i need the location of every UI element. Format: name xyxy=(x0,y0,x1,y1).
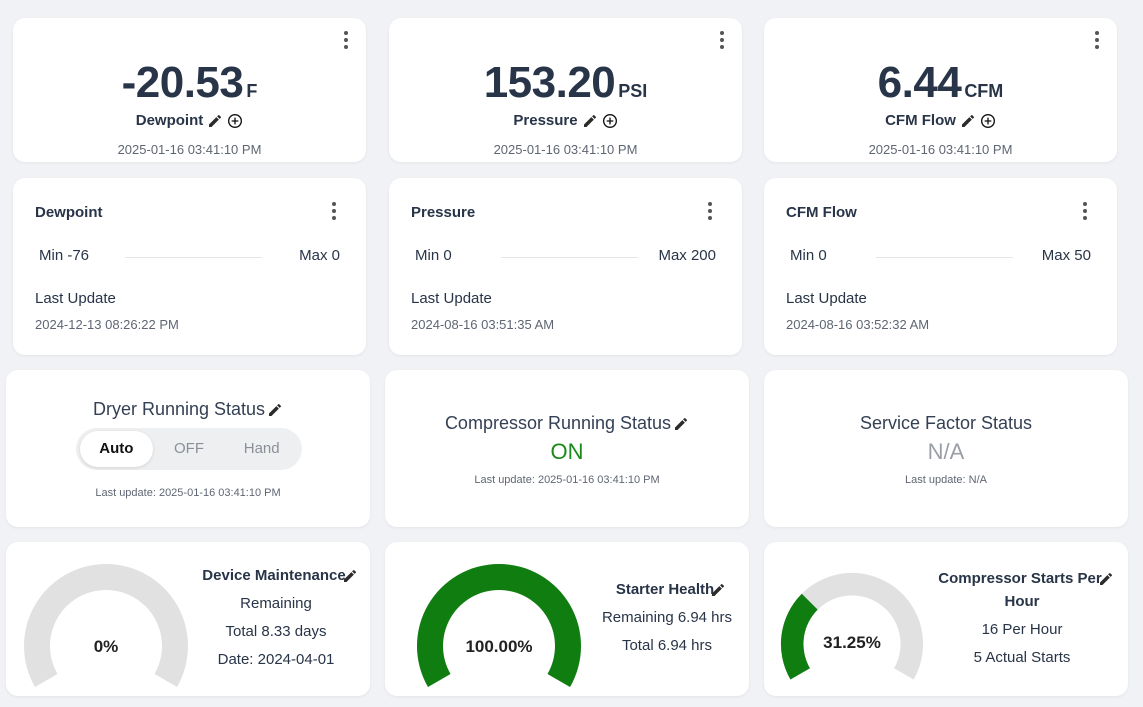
range-min: Min 0 xyxy=(790,247,827,264)
status-last-update: Last update: 2025-01-16 03:41:10 PM xyxy=(95,487,281,499)
dewpoint-reading-card: -20.53 F Dewpoint 2025-01-16 03:41:10 PM xyxy=(13,18,366,162)
status-title: Service Factor Status xyxy=(859,413,1033,433)
gauge-line: Total 8.33 days xyxy=(225,623,327,640)
gauge-title: Starter Health xyxy=(615,581,715,598)
range-bar xyxy=(501,257,638,258)
reading-timestamp: 2025-01-16 03:41:10 PM xyxy=(493,142,638,157)
status-last-update: Last update: N/A xyxy=(905,474,987,486)
status-last-update: Last update: 2025-01-16 03:41:10 PM xyxy=(474,474,660,486)
last-update-label: Last Update xyxy=(411,290,492,307)
pencil-icon[interactable] xyxy=(673,416,689,432)
cfm-flow-range-card: CFM Flow Min 0 Max 50 Last Update 2024-0… xyxy=(764,178,1117,355)
dryer-mode-hand[interactable]: Hand xyxy=(243,440,280,457)
add-circle-icon[interactable] xyxy=(980,113,996,129)
gauge-percent: 0% xyxy=(93,637,119,656)
pressure-reading-card: 153.20 PSI Pressure 2025-01-16 03:41:10 P… xyxy=(389,18,742,162)
gauge-line: Remaining 6.94 hrs xyxy=(601,609,733,626)
compressor-state: ON xyxy=(550,439,584,464)
gauge-percent: 31.25% xyxy=(823,633,881,652)
range-min: Min 0 xyxy=(415,247,452,264)
kebab-menu-icon[interactable] xyxy=(707,202,713,220)
maintenance-gauge xyxy=(23,564,188,687)
range-min: Min -76 xyxy=(39,247,90,264)
range-max: Max 0 xyxy=(299,247,340,264)
reading-label: Dewpoint xyxy=(135,112,204,129)
reading-value: 6.44 CFM xyxy=(877,58,1004,107)
reading-timestamp: 2025-01-16 03:41:10 PM xyxy=(868,142,1013,157)
status-title: Compressor Running Status xyxy=(444,413,672,433)
dewpoint-range-card: Dewpoint Min -76 Max 0 Last Update 2024-… xyxy=(13,178,366,355)
gauge-track xyxy=(23,564,188,687)
range-title: Dewpoint xyxy=(35,204,103,221)
dryer-status-card: Dryer Running Status Auto OFF Hand Last … xyxy=(6,370,370,527)
range-max: Max 50 xyxy=(1041,247,1091,264)
starter-health-gauge xyxy=(417,564,581,687)
dryer-mode-off[interactable]: OFF xyxy=(174,440,204,457)
pencil-icon[interactable] xyxy=(960,113,976,129)
starter-health-card: 100.00% Starter Health Remaining 6.94 hr… xyxy=(385,542,749,696)
add-circle-icon[interactable] xyxy=(227,113,243,129)
range-title: Pressure xyxy=(411,204,476,221)
dryer-mode-auto[interactable]: Auto xyxy=(80,431,153,467)
kebab-menu-icon[interactable] xyxy=(1082,202,1088,220)
kebab-menu-icon[interactable] xyxy=(1094,31,1100,49)
gauge-title-cont: Hour xyxy=(1004,593,1040,610)
range-timestamp: 2024-12-13 08:26:22 PM xyxy=(35,317,179,332)
kebab-menu-icon[interactable] xyxy=(343,31,349,49)
gauge-line: 5 Actual Starts xyxy=(973,649,1071,666)
gauge-title: Compressor Starts Per xyxy=(938,570,1102,587)
cfm-flow-reading-card: 6.44 CFM CFM Flow 2025-01-16 03:41:10 PM xyxy=(764,18,1117,162)
range-bar xyxy=(125,257,262,258)
range-timestamp: 2024-08-16 03:52:32 AM xyxy=(786,317,930,332)
pencil-icon[interactable] xyxy=(582,113,598,129)
gauge-line: Date: 2024-04-01 xyxy=(217,651,335,668)
reading-value: -20.53 F xyxy=(121,58,258,107)
gauge-track xyxy=(780,572,924,680)
add-circle-icon[interactable] xyxy=(602,113,618,129)
service-factor-state: N/A xyxy=(927,439,965,464)
compressor-starts-gauge xyxy=(780,572,924,680)
gauge-title: Device Maintenance xyxy=(202,567,346,584)
reading-label: Pressure xyxy=(513,112,578,129)
kebab-menu-icon[interactable] xyxy=(719,31,725,49)
pressure-range-card: Pressure Min 0 Max 200 Last Update 2024-… xyxy=(389,178,742,355)
dryer-mode-toggle[interactable]: Auto OFF Hand xyxy=(76,428,302,470)
range-timestamp: 2024-08-16 03:51:35 AM xyxy=(411,317,555,332)
range-title: CFM Flow xyxy=(786,204,857,221)
gauge-line: Remaining xyxy=(240,595,312,612)
pencil-icon[interactable] xyxy=(267,402,283,418)
compressor-starts-card: 31.25% Compressor Starts Per Hour 16 Per… xyxy=(764,542,1128,696)
last-update-label: Last Update xyxy=(35,290,116,307)
gauge-fill xyxy=(780,593,818,680)
kebab-menu-icon[interactable] xyxy=(331,202,337,220)
maintenance-gauge-card: 0% Device Maintenance Remaining Total 8.… xyxy=(6,542,370,696)
reading-label: CFM Flow xyxy=(885,112,956,129)
range-max: Max 200 xyxy=(658,247,716,264)
last-update-label: Last Update xyxy=(786,290,867,307)
service-factor-card: Service Factor Status N/A Last update: N… xyxy=(764,370,1128,527)
compressor-status-card: Compressor Running Status ON Last update… xyxy=(385,370,749,527)
pencil-icon[interactable] xyxy=(207,113,223,129)
gauge-percent: 100.00% xyxy=(465,637,533,656)
gauge-line: 16 Per Hour xyxy=(981,621,1063,638)
reading-timestamp: 2025-01-16 03:41:10 PM xyxy=(117,142,262,157)
gauge-line: Total 6.94 hrs xyxy=(621,637,713,654)
status-title: Dryer Running Status xyxy=(92,399,266,419)
range-bar xyxy=(876,257,1013,258)
gauge-fill xyxy=(417,564,581,687)
reading-value: 153.20 PSI xyxy=(483,58,648,107)
